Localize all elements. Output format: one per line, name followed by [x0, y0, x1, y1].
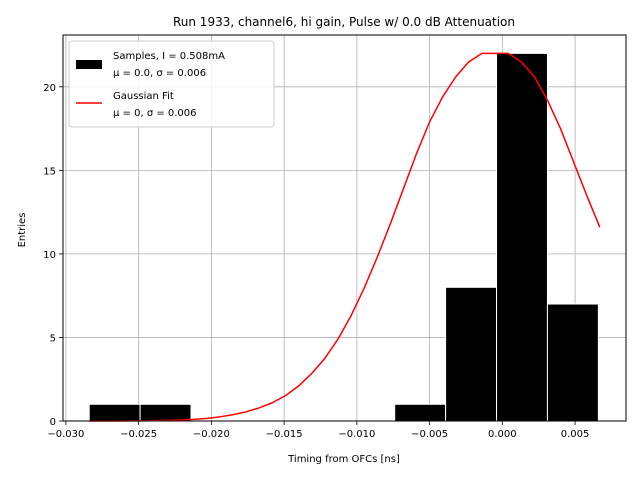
y-tick-label: 0 — [50, 417, 56, 428]
legend-histogram-label: Samples, I = 0.508mA — [113, 51, 225, 62]
x-axis-title: Timing from OFCs [ns] — [287, 454, 400, 465]
histogram-bar — [139, 403, 192, 422]
y-tick-label: 20 — [43, 83, 56, 94]
legend-histogram-stats: μ = 0.0, σ = 0.006 — [113, 68, 206, 79]
gaussian-fit-line — [89, 52, 601, 422]
histogram-bar — [88, 403, 141, 422]
legend-fit-label: Gaussian Fit — [113, 91, 174, 102]
legend: Samples, I = 0.508mA μ = 0.0, σ = 0.006 … — [68, 40, 275, 128]
histogram-bar — [445, 286, 498, 422]
histogram-bar — [546, 303, 599, 422]
x-tick-label: −0.005 — [411, 429, 448, 440]
x-tick-label: 0.005 — [561, 429, 590, 440]
legend-box — [68, 40, 275, 128]
histogram-bar — [496, 52, 548, 422]
histogram-bar — [394, 403, 447, 422]
legend-fit-stats: μ = 0, σ = 0.006 — [113, 108, 197, 119]
x-tick-label: −0.020 — [193, 429, 230, 440]
y-tick-label: 15 — [43, 166, 56, 177]
x-tick-label: −0.015 — [266, 429, 303, 440]
plot-area: −0.030 −0.025 −0.020 −0.015 −0.010 −0.005 0.00… — [43, 34, 627, 440]
legend-histogram-swatch — [76, 60, 102, 69]
x-tick-label: −0.030 — [47, 429, 84, 440]
x-tick-label: −0.010 — [338, 429, 375, 440]
y-tick-label: 5 — [50, 333, 56, 344]
y-axis-title: Entries — [17, 213, 28, 248]
x-tick-label: −0.025 — [120, 429, 157, 440]
chart-title: Run 1933, channel6, hi gain, Pulse w/ 0.… — [173, 15, 515, 29]
axes-frame — [62, 34, 627, 422]
y-tick-label: 10 — [43, 250, 56, 261]
x-tick-label: 0.000 — [488, 429, 517, 440]
